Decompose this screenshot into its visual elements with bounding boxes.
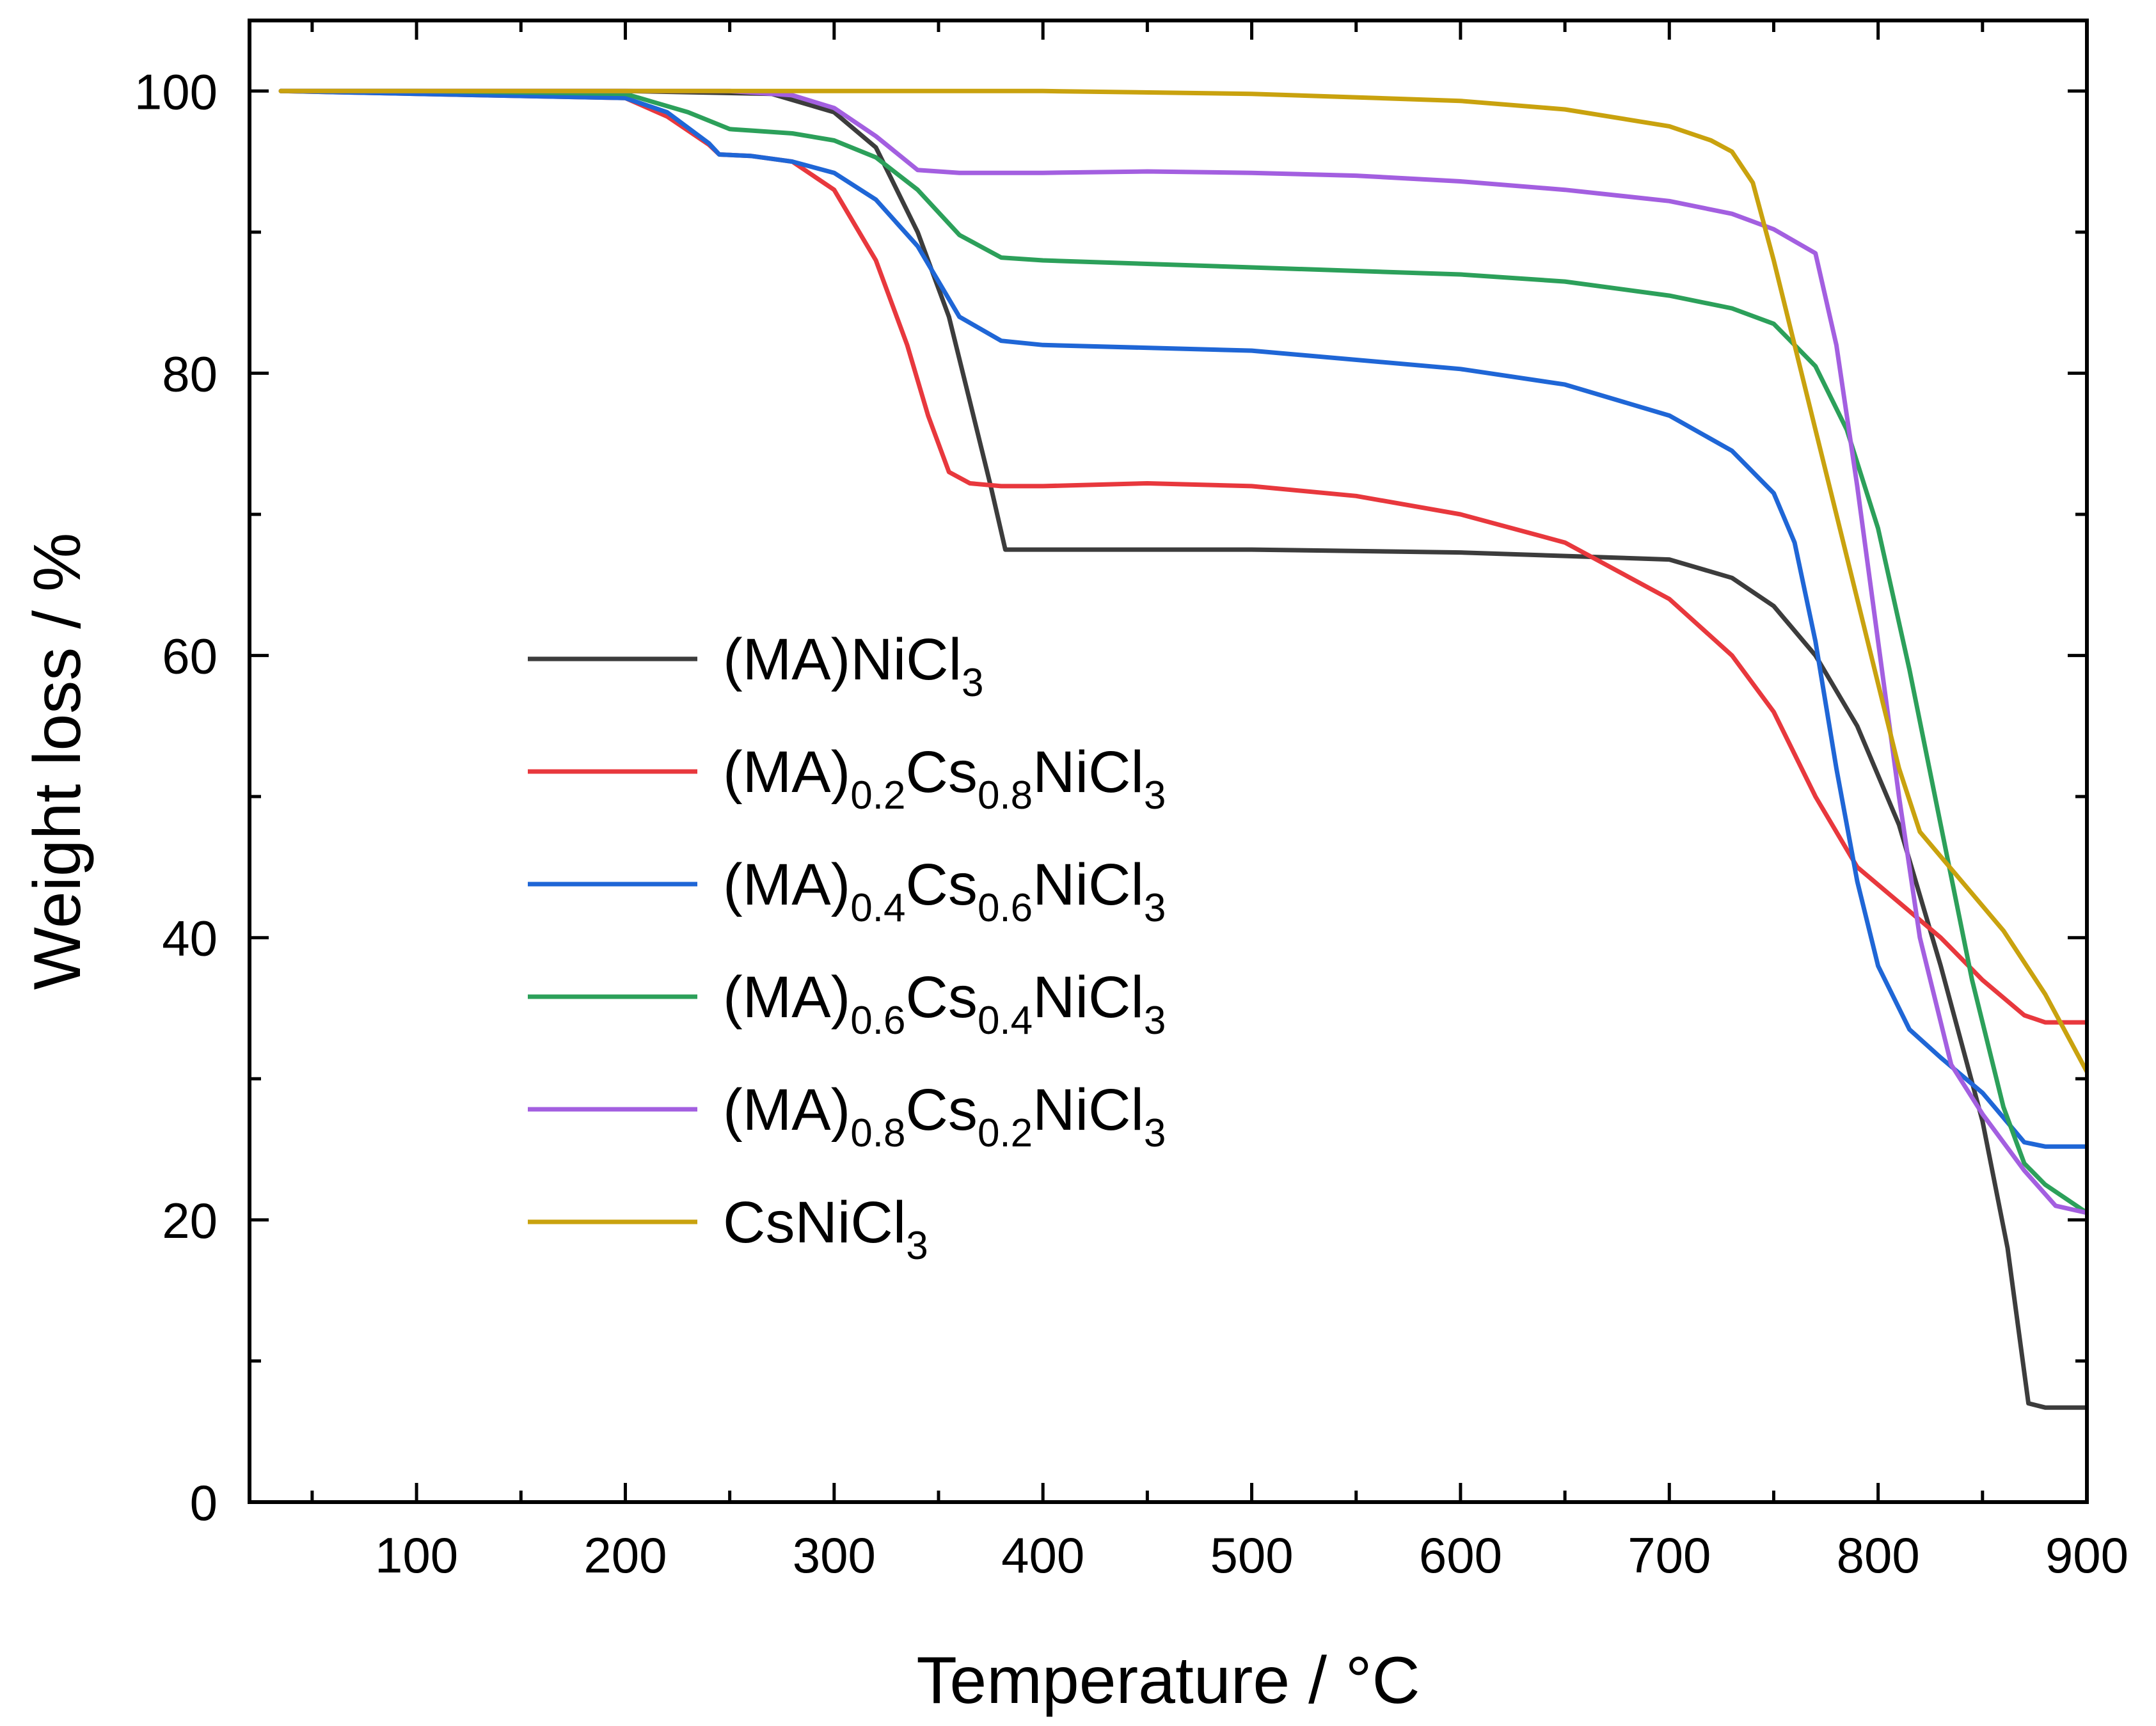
legend-label-part: CsNiCl [723, 1190, 906, 1255]
x-tick-label: 200 [583, 1527, 667, 1583]
legend-label-part: Cs [905, 965, 977, 1030]
legend-label-part: NiCl [1033, 965, 1144, 1030]
series-line-4 [278, 88, 2087, 1215]
legend-label: (MA)0.8Cs0.2NiCl3 [723, 1077, 1166, 1155]
y-tick-label: 20 [162, 1192, 218, 1249]
legend-label-part: (MA) [723, 740, 850, 805]
legend-item-1: (MA)NiCl3 [528, 627, 984, 705]
series-line-3 [278, 88, 2087, 1149]
legend-label-subscript: 3 [1144, 773, 1166, 818]
y-tick-label: 80 [162, 345, 218, 402]
series-line-6 [278, 88, 2087, 1074]
series-line-5 [278, 88, 2087, 1215]
y-tick-label: 40 [162, 910, 218, 967]
legend-label-part: (MA) [723, 1077, 850, 1143]
series-line-1 [278, 88, 2087, 1410]
legend-label-subscript: 3 [906, 1224, 928, 1268]
legend-label: CsNiCl3 [723, 1190, 928, 1268]
legend-label-subscript: 0.8 [978, 773, 1033, 818]
legend-label-part: Cs [905, 1077, 977, 1143]
legend-label-subscript: 0.4 [978, 999, 1033, 1043]
legend-item-5: (MA)0.8Cs0.2NiCl3 [528, 1077, 1166, 1155]
x-tick-label: 100 [375, 1527, 458, 1583]
x-tick-label: 700 [1628, 1527, 1711, 1583]
legend-label-subscript: 3 [1144, 1111, 1166, 1155]
legend-label: (MA)NiCl3 [723, 627, 984, 705]
y-tick-label: 100 [134, 63, 218, 120]
plot-frame [248, 19, 2089, 1504]
x-tick-label: 300 [793, 1527, 876, 1583]
legend-label-subscript: 3 [1144, 886, 1166, 930]
x-tick-label: 600 [1419, 1527, 1502, 1583]
x-tick-label: 400 [1001, 1527, 1084, 1583]
axes-layer: 100 200 300 400 500 600 700 800 900 0 20 40 60 80 100 [134, 19, 2128, 1583]
legend-label-part: (MA) [723, 965, 850, 1030]
x-axis-title: Temperature / °C [916, 1643, 1420, 1718]
legend-label-part: Cs [905, 740, 977, 805]
legend-label-part: (MA)NiCl [723, 627, 962, 692]
legend-label: (MA)0.4Cs0.6NiCl3 [723, 852, 1166, 930]
legend-item-3: (MA)0.4Cs0.6NiCl3 [528, 852, 1166, 930]
legend-label-subscript: 3 [962, 661, 983, 705]
legend: (MA)NiCl3(MA)0.2Cs0.8NiCl3(MA)0.4Cs0.6Ni… [528, 627, 1166, 1268]
legend-item-2: (MA)0.2Cs0.8NiCl3 [528, 740, 1166, 818]
legend-label-part: NiCl [1033, 1077, 1144, 1143]
legend-label-part: (MA) [723, 852, 850, 917]
legend-label-subscript: 0.6 [850, 999, 905, 1043]
y-axis-title: Weight loss / % [20, 533, 95, 990]
legend-label-subscript: 0.2 [978, 1111, 1033, 1155]
legend-label-part: NiCl [1033, 852, 1144, 917]
legend-item-6: CsNiCl3 [528, 1190, 928, 1268]
x-tick-label: 500 [1210, 1527, 1293, 1583]
y-tick-label: 0 [190, 1475, 218, 1531]
legend-label: (MA)0.2Cs0.8NiCl3 [723, 740, 1166, 818]
legend-label-subscript: 0.8 [850, 1111, 905, 1155]
x-tick-label: 800 [1837, 1527, 1920, 1583]
series-layer [278, 88, 2087, 1410]
legend-label-subscript: 0.2 [850, 773, 905, 818]
legend-label-subscript: 0.4 [850, 886, 905, 930]
legend-label-subscript: 0.6 [978, 886, 1033, 930]
legend-label-part: Cs [905, 852, 977, 917]
legend-label-part: NiCl [1033, 740, 1144, 805]
x-tick-label: 900 [2045, 1527, 2128, 1583]
y-tick-label: 60 [162, 628, 218, 685]
legend-label: (MA)0.6Cs0.4NiCl3 [723, 965, 1166, 1043]
legend-label-subscript: 3 [1144, 999, 1166, 1043]
legend-item-4: (MA)0.6Cs0.4NiCl3 [528, 965, 1166, 1043]
